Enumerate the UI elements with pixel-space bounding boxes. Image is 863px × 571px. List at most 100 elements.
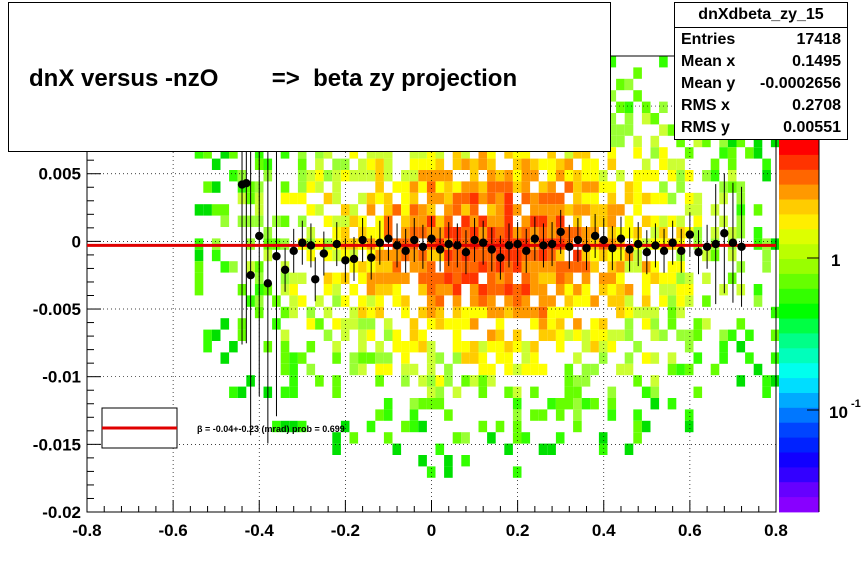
heatmap-cell xyxy=(564,158,574,170)
heatmap-cell xyxy=(736,227,746,239)
heatmap-cell xyxy=(547,192,556,205)
heatmap-cell xyxy=(315,295,324,307)
heatmap-cell xyxy=(693,204,703,216)
heatmap-cell xyxy=(512,147,522,159)
heatmap-cell xyxy=(624,249,634,262)
heatmap-cell xyxy=(504,352,513,364)
heatmap-cell xyxy=(607,386,617,398)
heatmap-cell xyxy=(315,158,324,170)
profile-point xyxy=(651,241,660,250)
profile-point xyxy=(298,238,307,247)
heatmap-cell xyxy=(736,204,746,216)
heatmap-cell xyxy=(641,192,651,205)
heatmap-cell xyxy=(409,329,419,341)
profile-point xyxy=(608,243,617,253)
heatmap-cell xyxy=(581,192,591,205)
heatmap-cell xyxy=(719,329,728,341)
y-tick-label: 0 xyxy=(72,232,81,251)
heatmap-cell xyxy=(340,420,350,433)
heatmap-cell xyxy=(736,284,746,296)
heatmap-cell xyxy=(435,386,445,398)
heatmap-cell xyxy=(306,318,316,330)
heatmap-cell xyxy=(323,284,333,296)
heatmap-cell xyxy=(392,329,402,341)
heatmap-cell xyxy=(461,341,470,353)
colorbar-label-ten: 10 xyxy=(829,403,848,422)
heatmap-cell xyxy=(633,227,642,239)
heatmap-cell xyxy=(426,181,436,193)
heatmap-cell xyxy=(581,181,591,193)
heatmap-cell xyxy=(383,409,393,421)
heatmap-cell xyxy=(667,215,677,227)
heatmap-cell xyxy=(616,284,625,296)
heatmap-cell xyxy=(495,306,505,319)
heatmap-cell xyxy=(736,375,746,387)
heatmap-cell xyxy=(229,170,238,182)
heatmap-cell xyxy=(487,215,496,227)
heatmap-cell xyxy=(452,329,462,341)
heatmap-cell xyxy=(297,272,307,284)
x-tick-label: 0.4 xyxy=(592,521,616,540)
heatmap-cell xyxy=(676,227,685,239)
heatmap-cell xyxy=(383,261,393,273)
heatmap-cell xyxy=(684,420,694,433)
heatmap-cell xyxy=(684,295,694,307)
heatmap-cell xyxy=(375,363,384,376)
heatmap-cell xyxy=(366,158,376,170)
profile-point xyxy=(487,245,496,254)
heatmap-cell xyxy=(504,147,513,159)
heatmap-cell xyxy=(521,432,531,444)
heatmap-cell xyxy=(693,329,703,341)
heatmap-cell xyxy=(745,352,754,364)
heatmap-cell xyxy=(512,181,522,193)
heatmap-cell xyxy=(736,261,746,273)
heatmap-cell xyxy=(409,204,419,216)
stats-label: Entries xyxy=(681,31,736,48)
heatmap-cell xyxy=(521,341,531,353)
y-tick-label: -0.01 xyxy=(42,368,81,387)
heatmap-cell xyxy=(590,295,599,307)
legend-label: β = -0.04+-0.23 (mrad) prob = 0.699 xyxy=(197,424,345,434)
heatmap-cell xyxy=(306,363,316,376)
profile-point xyxy=(634,239,643,249)
heatmap-cell xyxy=(469,158,479,170)
heatmap-cell xyxy=(581,341,591,353)
heatmap-cell xyxy=(684,192,694,205)
heatmap-cell xyxy=(598,341,608,353)
heatmap-cell xyxy=(512,295,522,307)
heatmap-cell xyxy=(418,147,427,159)
x-tick-label: 0.6 xyxy=(678,521,702,540)
heatmap-cell xyxy=(203,204,212,216)
heatmap-cell xyxy=(478,295,488,307)
heatmap-cell xyxy=(452,204,462,216)
heatmap-cell xyxy=(530,284,539,296)
heatmap-cell xyxy=(598,181,608,193)
colorbar-segment xyxy=(779,318,819,334)
colorbar-segment xyxy=(779,393,819,409)
heatmap-cell xyxy=(641,295,651,307)
heatmap-cell xyxy=(220,261,230,273)
heatmap-cell xyxy=(487,432,496,444)
heatmap-cell xyxy=(547,306,556,319)
stats-label: Mean x xyxy=(681,53,736,70)
heatmap-cell xyxy=(581,329,591,341)
heatmap-cell xyxy=(736,215,746,227)
heatmap-cell xyxy=(607,181,617,193)
heatmap-cell xyxy=(564,181,574,193)
heatmap-cell xyxy=(650,215,660,227)
heatmap-cell xyxy=(684,363,694,376)
heatmap-cell xyxy=(547,318,556,330)
heatmap-cell xyxy=(487,272,496,284)
heatmap-cell xyxy=(650,318,660,330)
heatmap-cell xyxy=(444,181,453,193)
profile-point xyxy=(530,234,540,243)
heatmap-cell xyxy=(538,215,548,227)
heatmap-cell xyxy=(194,284,204,296)
heatmap-cell xyxy=(375,170,384,182)
heatmap-cell xyxy=(349,318,359,330)
heatmap-cell xyxy=(323,249,333,262)
heatmap-cell xyxy=(229,386,238,398)
heatmap-cell xyxy=(461,375,470,387)
heatmap-cell xyxy=(753,147,763,159)
heatmap-cell xyxy=(538,363,548,376)
